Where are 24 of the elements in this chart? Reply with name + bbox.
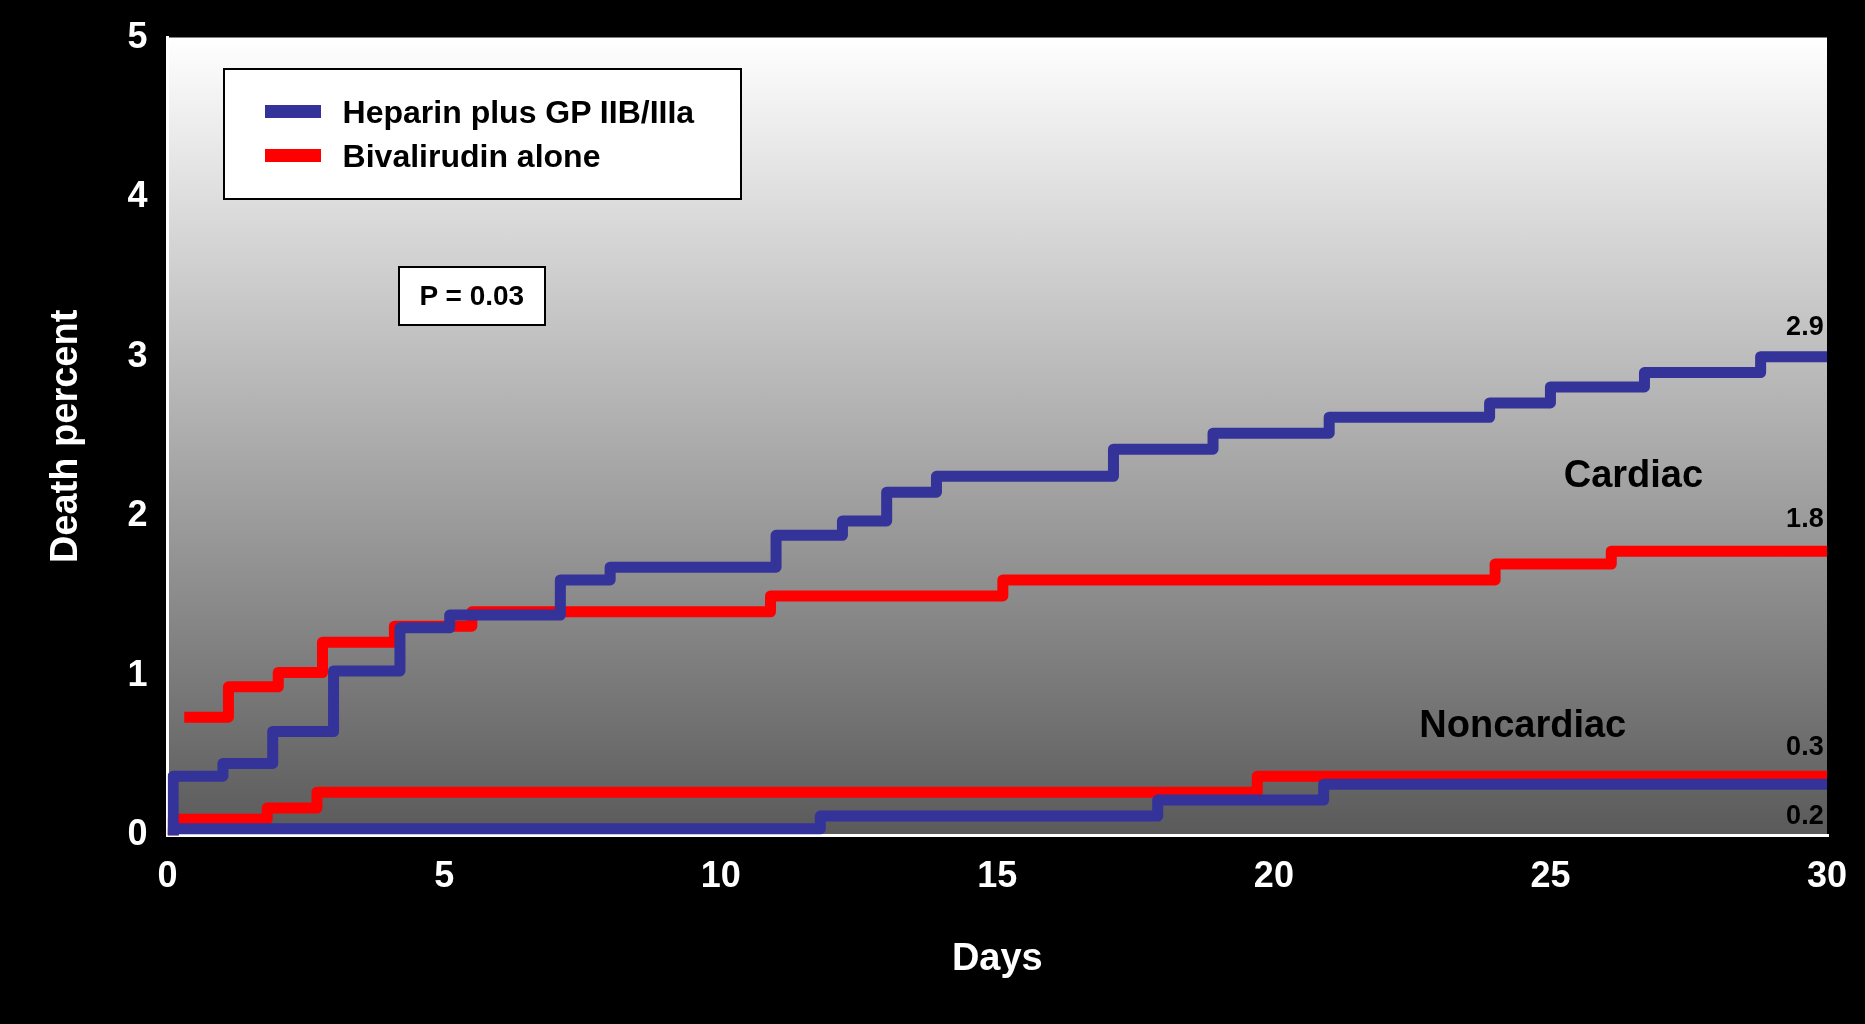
annotation: 1.8 [1786,502,1824,533]
x-axis-title: Days [951,935,1043,978]
y-tick-label: 2 [127,493,148,535]
y-tick-label: 4 [127,174,148,216]
annotation: Noncardiac [1419,703,1627,746]
annotation: P = 0.03 [397,265,547,326]
annotation: 2.9 [1786,311,1824,342]
legend-label: Bivalirudin alone [342,136,601,176]
x-tick-label: 30 [1806,853,1848,895]
x-tick-label: 5 [434,853,455,895]
annotation: 0.3 [1786,730,1824,761]
y-tick-label: 1 [127,652,148,694]
y-tick-label: 0 [127,812,148,854]
x-tick-label: 0 [157,853,178,895]
y-axis-title: Death percent [43,309,86,564]
x-tick-label: 10 [700,853,741,895]
y-tick-label: 3 [127,333,148,375]
y-tick-label: 5 [127,14,148,56]
annotation: Cardiac [1563,452,1704,495]
legend-label: Heparin plus GP IIB/IIIa [342,92,695,132]
x-tick-label: 15 [977,853,1018,895]
x-tick-label: 20 [1253,853,1294,895]
annotation: 0.2 [1786,799,1824,830]
x-tick-label: 25 [1530,853,1571,895]
